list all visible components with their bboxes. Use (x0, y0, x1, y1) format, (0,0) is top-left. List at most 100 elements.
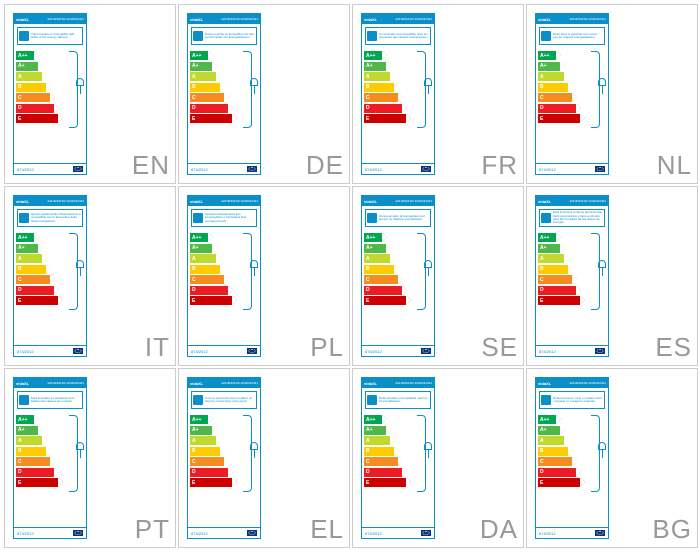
compatibility-info: Ce luminaire est compatible avec les amp… (365, 27, 431, 45)
bulb-icon (19, 31, 29, 41)
rating-bar: A+ (364, 426, 386, 435)
rating-bar: E (364, 296, 406, 305)
rating-bar: E (364, 114, 406, 123)
bulb-icon (193, 31, 203, 41)
compatibility-info: Diese Leuchte ist kompatibel mit den Leu… (191, 27, 257, 45)
compatibility-info: Oprawa oświetleniowa jest kompatybilna z… (191, 209, 257, 227)
rating-bar: C (16, 457, 50, 466)
rating-bar: E (538, 296, 580, 305)
rating-bar: A (16, 254, 42, 263)
bulb-icon (367, 213, 377, 223)
rating-bar: C (538, 457, 572, 466)
rating-bar: D (538, 286, 576, 295)
energy-label-card: vidaXL42418/42419/ 42420/42421Diese Leuc… (187, 13, 261, 175)
rating-bar: C (364, 93, 398, 102)
compatibility-info: Questo apparecchio d'illuminazione è com… (17, 209, 83, 227)
energy-label-cell: vidaXL 42418/42419/ 42420/42421 Ce luminai… (352, 4, 524, 184)
compatibility-text: Deze lamp is geschikt voor peren van de … (553, 33, 603, 40)
compatibility-info: Esta luminária é compatível com bulbos d… (17, 391, 83, 409)
rating-bar: A (364, 72, 390, 81)
compatibility-text: Осветителното тяло е съвместимо с крушки… (553, 397, 603, 404)
energy-ratings: A++A+ABCDE (362, 48, 434, 163)
energy-label-card: vidaXL42418/42419/ 42420/42421Deze lamp … (535, 13, 609, 175)
rating-bar: C (190, 275, 224, 284)
rating-bar: E (190, 296, 232, 305)
compatibility-text: Diese Leuchte ist kompatibel mit den Leu… (205, 33, 255, 40)
lamp-icon (248, 442, 260, 458)
language-label: IT (143, 330, 172, 365)
product-codes: 42418/42419/ 42420/42421 (395, 18, 432, 21)
energy-label-card: vidaXL42418/42419/ 42420/42421Esta lumin… (535, 195, 609, 357)
language-code: DA (480, 514, 518, 545)
card-footer: 874/2012 (536, 163, 608, 174)
card-header: vidaXL42418/42419/ 42420/42421 (14, 196, 86, 206)
bulb-icon (367, 31, 377, 41)
language-label: DE (304, 148, 346, 183)
energy-ratings: A++A+ABCDE (536, 48, 608, 163)
energy-ratings: A++A+ABCDE (14, 48, 86, 163)
lamp-icon (74, 260, 86, 276)
rating-bar: B (190, 265, 220, 274)
brand-logo: vidaXL (364, 199, 377, 204)
rating-bar: A++ (190, 51, 208, 60)
brand-logo: vidaXL (16, 381, 29, 386)
compatibility-text: Denna armatur är kompatibel med lampor a… (379, 215, 429, 222)
energy-label-cell: vidaXL42418/42419/ 42420/42421Deze lamp … (526, 4, 698, 184)
compatibility-text: Esta luminária é compatível com bulbos d… (31, 397, 81, 404)
eu-flag-icon (73, 166, 83, 172)
energy-ratings: A++A+ABCDE (188, 48, 260, 163)
card-footer: 874/2012 (14, 163, 86, 174)
rating-bar: E (190, 478, 232, 487)
brand-logo: vidaXL (364, 381, 377, 386)
rating-bar: D (538, 468, 576, 477)
regulation-number: 874/2012 (191, 349, 208, 354)
energy-label-card: vidaXL42418/42419/ 42420/42421Esta lumin… (13, 377, 87, 539)
rating-bar: A+ (190, 426, 212, 435)
energy-label-card: vidaXL42418/42419/ 42420/42421Αυτό το φω… (187, 377, 261, 539)
energy-label-card: vidaXL42418/42419/ 42420/42421Oprawa ośw… (187, 195, 261, 357)
brand-logo: vidaXL (190, 17, 203, 22)
eu-flag-icon (247, 348, 257, 354)
rating-bar: A++ (190, 233, 208, 242)
card-footer: 874/2012 (362, 163, 434, 174)
rating-bar: D (364, 286, 402, 295)
eu-flag-icon (595, 348, 605, 354)
energy-ratings: A++A+ABCDE (362, 412, 434, 527)
eu-flag-icon (421, 348, 431, 354)
brand-logo: vidaXL (16, 17, 29, 22)
eu-flag-icon (421, 530, 431, 536)
lamp-icon (248, 260, 260, 276)
energy-ratings: A++A+ABCDE (536, 230, 608, 345)
language-code: NL (657, 150, 692, 181)
product-codes: 42418/42419/ 42420/42421 (569, 18, 606, 21)
brand-logo: vidaXL (16, 199, 29, 204)
rating-bar: C (16, 275, 50, 284)
rating-bar: B (364, 447, 394, 456)
brand-logo: vidaXL (364, 17, 377, 22)
lamp-icon (422, 442, 434, 458)
rating-bar: B (538, 447, 568, 456)
language-code: BG (652, 514, 692, 545)
brand-logo: vidaXL (190, 381, 203, 386)
rating-bar: A+ (538, 62, 560, 71)
language-code: DE (306, 150, 344, 181)
rating-bar: A+ (538, 426, 560, 435)
rating-bar: A++ (364, 233, 382, 242)
compatibility-info: Esta luminaria contiene las lámparas LED… (539, 209, 605, 227)
compatibility-info: This luminaire is compatible with bulbs … (17, 27, 83, 45)
rating-bar: B (538, 265, 568, 274)
energy-label-cell: vidaXL42418/42419/ 42420/42421Esta lumin… (526, 186, 698, 366)
energy-label-card: vidaXL42418/42419/ 42420/42421Осветителн… (535, 377, 609, 539)
card-header: vidaXL42418/42419/ 42420/42421 (362, 196, 434, 206)
card-footer: 874/2012 (536, 527, 608, 538)
energy-label-cell: vidaXL42418/42419/ 42420/42421Oprawa ośw… (178, 186, 350, 366)
bulb-icon (19, 213, 29, 223)
language-label: NL (655, 148, 694, 183)
compatibility-text: Esta luminaria contiene las lámparas LED… (553, 211, 603, 224)
regulation-number: 874/2012 (17, 349, 34, 354)
rating-bar: A++ (364, 51, 382, 60)
compatibility-info: Осветителното тяло е съвместимо с крушки… (539, 391, 605, 409)
lamp-icon (248, 78, 260, 94)
rating-bar: B (364, 265, 394, 274)
card-header: vidaXL 42418/42419/ 42420/42421 (362, 14, 434, 24)
